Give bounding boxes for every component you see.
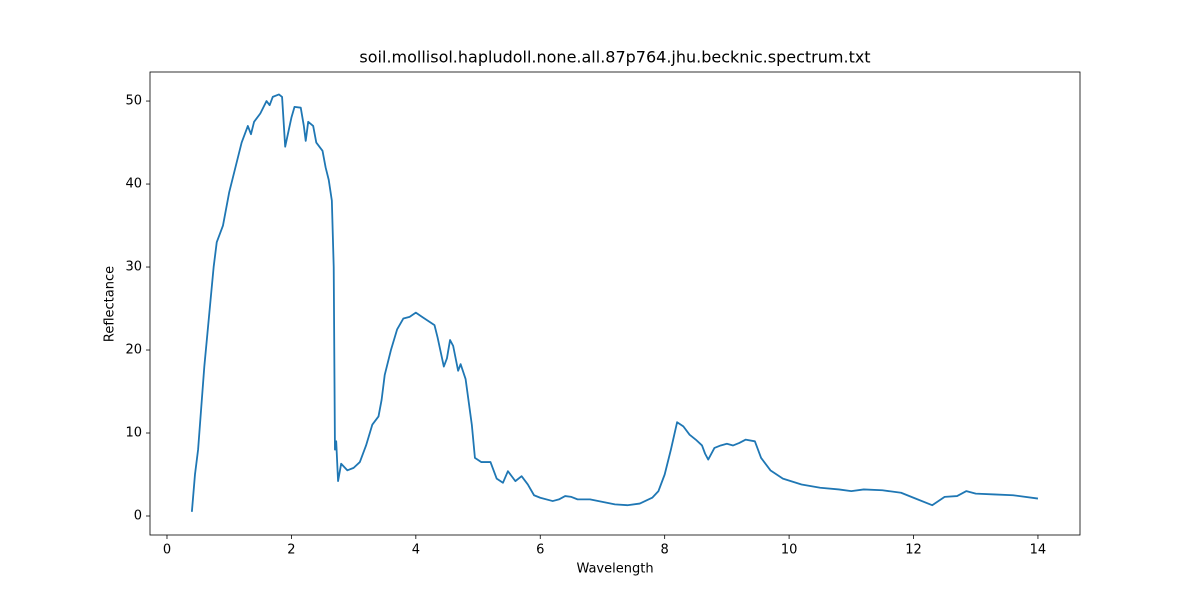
y-tick-label: 40 <box>125 177 142 192</box>
x-tick-label: 14 <box>1030 543 1047 558</box>
plot-frame <box>149 71 1081 536</box>
x-tick-label: 12 <box>905 543 922 558</box>
data-line <box>190 93 1039 512</box>
y-axis-label: Reflectance <box>103 266 118 342</box>
x-tick-label: 10 <box>781 543 798 558</box>
chart-title: soil.mollisol.hapludoll.none.all.87p764.… <box>359 48 870 67</box>
y-tick-label: 30 <box>125 260 142 275</box>
y-tick-label: 50 <box>125 94 142 109</box>
y-tick-label: 20 <box>125 343 142 358</box>
x-tick-label: 2 <box>287 543 295 558</box>
y-tick-label: 10 <box>125 426 142 441</box>
y-tick-label: 0 <box>134 508 142 523</box>
x-tick-label: 4 <box>412 543 420 558</box>
x-tick-label: 6 <box>536 543 544 558</box>
x-tick-label: 8 <box>661 543 669 558</box>
x-tick-label: 0 <box>163 543 171 558</box>
x-axis-label: Wavelength <box>576 562 653 577</box>
